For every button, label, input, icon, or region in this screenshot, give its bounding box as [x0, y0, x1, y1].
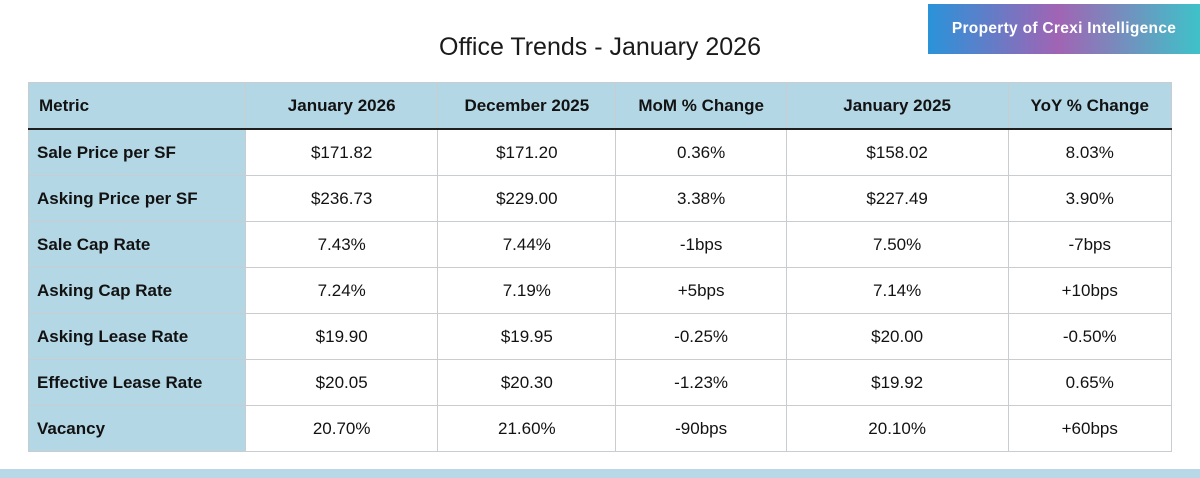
- table-cell: -90bps: [615, 405, 787, 452]
- table-cell: $20.05: [245, 359, 439, 406]
- table-cell: -0.25%: [615, 313, 787, 360]
- column-header-metric: Metric: [27, 82, 247, 130]
- metric-label: Effective Lease Rate: [27, 359, 247, 406]
- table-cell: 8.03%: [1007, 128, 1172, 176]
- table-row: Sale Cap Rate 7.43% 7.44% -1bps 7.50% -7…: [27, 221, 1172, 268]
- column-header-december-2025: December 2025: [437, 82, 617, 130]
- table-cell: 3.38%: [615, 175, 787, 222]
- table-cell: $171.82: [245, 128, 439, 176]
- footer-accent-strip: [0, 469, 1200, 478]
- office-trends-table: Metric January 2026 December 2025 MoM % …: [27, 82, 1172, 452]
- table-cell: +5bps: [615, 267, 787, 314]
- table-cell: 20.70%: [245, 405, 439, 452]
- table-row: Asking Price per SF $236.73 $229.00 3.38…: [27, 175, 1172, 222]
- table-cell: $20.00: [785, 313, 1009, 360]
- table-header-row: Metric January 2026 December 2025 MoM % …: [27, 82, 1172, 130]
- table-cell: $236.73: [245, 175, 439, 222]
- table-cell: $158.02: [785, 128, 1009, 176]
- table-cell: -0.50%: [1007, 313, 1172, 360]
- table-cell: 21.60%: [437, 405, 617, 452]
- page-title: Office Trends - January 2026: [439, 33, 761, 61]
- table-cell: +60bps: [1007, 405, 1172, 452]
- table-cell: +10bps: [1007, 267, 1172, 314]
- table-cell: 7.44%: [437, 221, 617, 268]
- table-cell: $227.49: [785, 175, 1009, 222]
- table-cell: 20.10%: [785, 405, 1009, 452]
- table-cell: 0.65%: [1007, 359, 1172, 406]
- table-cell: $171.20: [437, 128, 617, 176]
- table-cell: $19.90: [245, 313, 439, 360]
- column-header-mom-change: MoM % Change: [615, 82, 787, 130]
- crexi-intelligence-badge: Property of Crexi Intelligence: [928, 4, 1200, 54]
- table-row: Asking Lease Rate $19.90 $19.95 -0.25% $…: [27, 313, 1172, 360]
- table-cell: $19.92: [785, 359, 1009, 406]
- metric-label: Vacancy: [27, 405, 247, 452]
- table-cell: -1.23%: [615, 359, 787, 406]
- table-cell: 7.14%: [785, 267, 1009, 314]
- column-header-yoy-change: YoY % Change: [1007, 82, 1172, 130]
- metric-label: Asking Price per SF: [27, 175, 247, 222]
- column-header-january-2026: January 2026: [245, 82, 439, 130]
- table-row: Vacancy 20.70% 21.60% -90bps 20.10% +60b…: [27, 405, 1172, 452]
- table-row: Asking Cap Rate 7.24% 7.19% +5bps 7.14% …: [27, 267, 1172, 314]
- table-cell: -7bps: [1007, 221, 1172, 268]
- table-cell: 3.90%: [1007, 175, 1172, 222]
- metric-label: Sale Price per SF: [27, 128, 247, 176]
- metric-label: Asking Lease Rate: [27, 313, 247, 360]
- table-cell: $229.00: [437, 175, 617, 222]
- table-cell: 7.50%: [785, 221, 1009, 268]
- table-cell: -1bps: [615, 221, 787, 268]
- table-cell: 7.24%: [245, 267, 439, 314]
- metric-label: Asking Cap Rate: [27, 267, 247, 314]
- table-cell: $19.95: [437, 313, 617, 360]
- metric-label: Sale Cap Rate: [27, 221, 247, 268]
- table-cell: 7.19%: [437, 267, 617, 314]
- table-row: Sale Price per SF $171.82 $171.20 0.36% …: [27, 128, 1172, 176]
- table-row: Effective Lease Rate $20.05 $20.30 -1.23…: [27, 359, 1172, 406]
- table-cell: $20.30: [437, 359, 617, 406]
- table-cell: 7.43%: [245, 221, 439, 268]
- column-header-january-2025: January 2025: [785, 82, 1009, 130]
- badge-label: Property of Crexi Intelligence: [951, 20, 1177, 37]
- table-cell: 0.36%: [615, 128, 787, 176]
